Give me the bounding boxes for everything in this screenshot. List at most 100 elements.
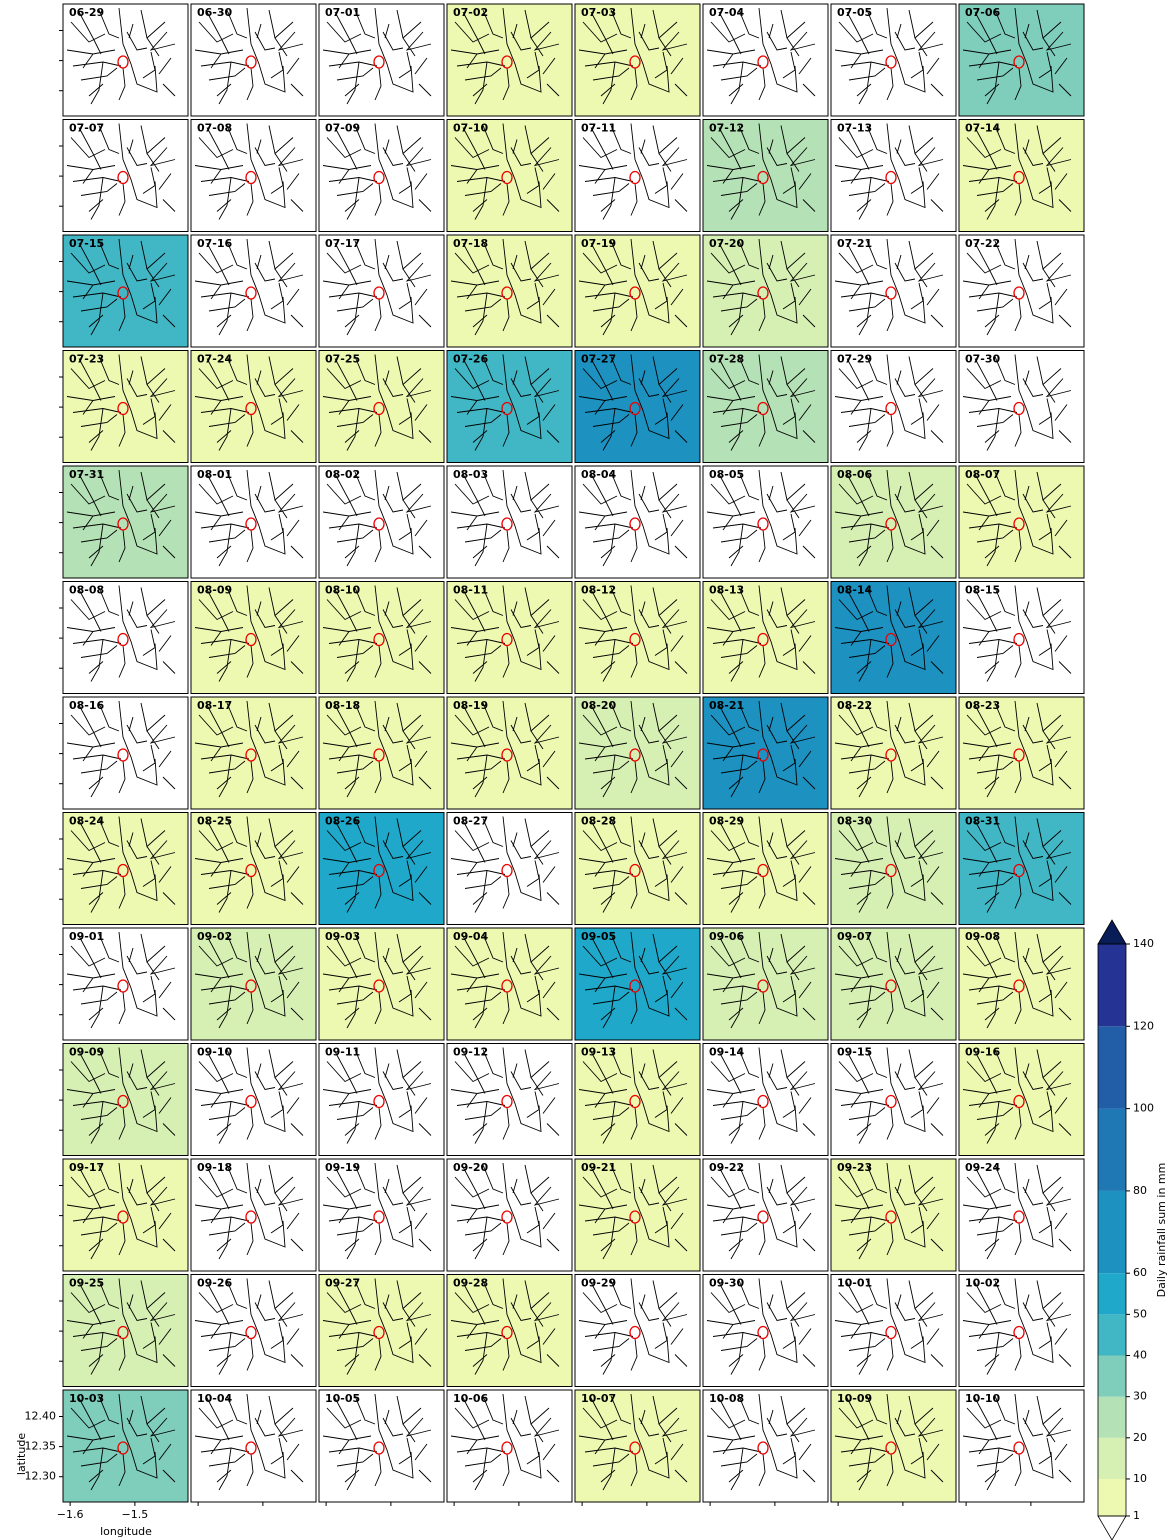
panel-frame xyxy=(958,119,1085,232)
panel-rainfall xyxy=(191,1390,316,1502)
panel-frame xyxy=(702,581,829,694)
panel-rainfall xyxy=(319,1043,444,1156)
panel-label: 09-23 xyxy=(837,1161,872,1174)
colorbar-tick-label: 120 xyxy=(1133,1019,1154,1032)
x-tick-label: −1.5 xyxy=(122,1508,149,1521)
panel-label: 07-01 xyxy=(325,6,360,19)
panel-label: 08-12 xyxy=(581,584,616,597)
panel-frame xyxy=(830,812,957,925)
panel-label: 08-15 xyxy=(965,584,1000,597)
panel-rainfall xyxy=(63,466,188,578)
panel-rainfall xyxy=(831,581,956,694)
panel-rainfall xyxy=(703,812,828,925)
panel-frame xyxy=(318,696,445,810)
panel-label: 09-07 xyxy=(837,930,872,943)
panel-frame xyxy=(62,1389,189,1503)
panel-label: 09-22 xyxy=(709,1161,744,1174)
panel-frame xyxy=(62,1043,189,1156)
panel-frame xyxy=(190,812,317,925)
panel-frame xyxy=(702,119,829,232)
panel-label: 08-03 xyxy=(453,468,488,481)
panel-frame xyxy=(830,234,957,348)
y-tick-label: 12.30 xyxy=(25,1470,57,1483)
panel-label: 08-31 xyxy=(965,815,1000,828)
panel-label: 09-04 xyxy=(453,930,489,943)
panel-label: 08-28 xyxy=(581,815,616,828)
panel-label: 08-11 xyxy=(453,584,488,597)
panel-frame xyxy=(190,1158,317,1272)
panel-rainfall xyxy=(447,697,572,809)
panel-frame xyxy=(574,1274,701,1387)
panel-label: 08-19 xyxy=(453,699,488,712)
panel-label: 09-19 xyxy=(325,1161,360,1174)
panel-rainfall xyxy=(831,4,956,116)
panel-label: 08-16 xyxy=(69,699,105,712)
panel-label: 09-09 xyxy=(69,1046,104,1059)
panel-rainfall xyxy=(703,466,828,578)
x-tick-label: −1.6 xyxy=(57,1508,84,1521)
panel-frame xyxy=(958,696,1085,810)
panel-frame xyxy=(190,581,317,694)
panel-label: 07-06 xyxy=(965,6,1001,19)
panel-rainfall xyxy=(319,235,444,347)
panel-label: 07-05 xyxy=(837,6,872,19)
colorbar-band xyxy=(1098,1355,1126,1397)
colorbar-tick-label: 10 xyxy=(1133,1472,1147,1485)
panel-label: 10-10 xyxy=(965,1392,1001,1405)
panel-frame xyxy=(702,812,829,925)
panel-label: 08-22 xyxy=(837,699,872,712)
panel-rainfall xyxy=(575,1159,700,1271)
panel-frame xyxy=(190,1274,317,1387)
panel-rainfall xyxy=(319,928,444,1040)
panel-label: 09-18 xyxy=(197,1161,232,1174)
panel-label: 09-27 xyxy=(325,1277,360,1290)
panel-frame xyxy=(702,3,829,117)
panel-frame xyxy=(446,1274,573,1387)
panel-rainfall xyxy=(63,235,188,347)
panel-label: 09-28 xyxy=(453,1277,488,1290)
panel-rainfall xyxy=(959,928,1084,1040)
panel-label: 06-30 xyxy=(197,6,233,19)
panel-frame xyxy=(958,234,1085,348)
x-axis-label: longitude xyxy=(100,1525,152,1538)
colorbar-band xyxy=(1098,1108,1126,1191)
panel-rainfall xyxy=(63,928,188,1040)
panel-label: 07-28 xyxy=(709,353,744,366)
panel-frame xyxy=(702,350,829,463)
panel-label: 08-06 xyxy=(837,468,873,481)
panel-rainfall xyxy=(63,812,188,925)
panel-frame xyxy=(62,581,189,694)
panel-label: 08-20 xyxy=(581,699,617,712)
panel-frame xyxy=(318,234,445,348)
panel-frame xyxy=(702,465,829,579)
panel-label: 09-29 xyxy=(581,1277,616,1290)
colorbar-band xyxy=(1098,944,1126,1027)
panel-label: 10-03 xyxy=(69,1392,104,1405)
panel-label: 07-15 xyxy=(69,237,104,250)
panel-frame xyxy=(830,119,957,232)
panel-frame xyxy=(958,581,1085,694)
colorbar-band xyxy=(1098,1478,1126,1516)
panel-label: 07-20 xyxy=(709,237,745,250)
panel-rainfall xyxy=(447,466,572,578)
panel-frame xyxy=(318,119,445,232)
panel-rainfall xyxy=(959,1390,1084,1502)
panel-frame xyxy=(62,812,189,925)
panel-rainfall xyxy=(959,1159,1084,1271)
panel-rainfall xyxy=(63,1159,188,1271)
panel-label: 09-30 xyxy=(709,1277,745,1290)
panel-frame xyxy=(318,465,445,579)
panel-frame xyxy=(574,581,701,694)
panel-label: 07-22 xyxy=(965,237,1000,250)
panel-rainfall xyxy=(575,235,700,347)
panel-rainfall xyxy=(575,4,700,116)
colorbar-over xyxy=(1097,919,1127,945)
panel-rainfall xyxy=(959,697,1084,809)
panel-label: 10-01 xyxy=(837,1277,872,1290)
panel-frame xyxy=(830,1274,957,1387)
panel-rainfall xyxy=(191,235,316,347)
panel-rainfall xyxy=(447,1274,572,1387)
colorbar-tick-label: 20 xyxy=(1133,1431,1147,1444)
panel-label: 09-03 xyxy=(325,930,360,943)
panel-rainfall xyxy=(831,1274,956,1387)
